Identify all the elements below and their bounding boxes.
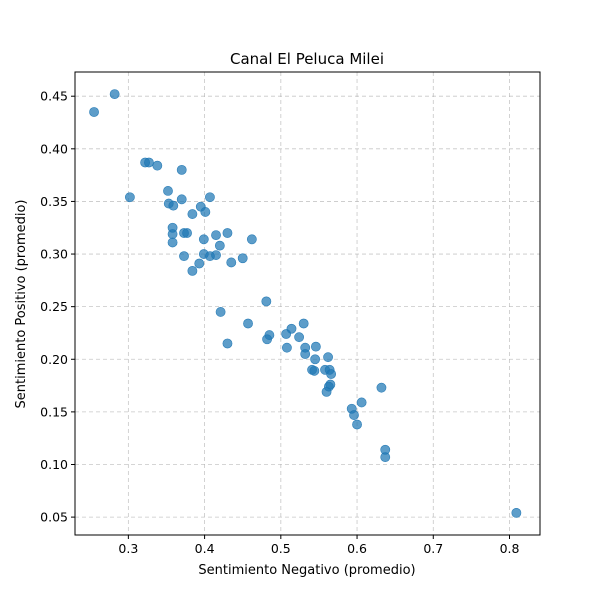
scatter-point <box>286 323 297 334</box>
x-tick-label: 0.5 <box>271 541 291 556</box>
scatter-point <box>237 253 248 264</box>
scatter-point <box>187 265 198 276</box>
y-axis-ticks: 0.05 0.10 0.15 0.20 0.25 0.30 0.35 0.40 0.45 <box>40 89 75 525</box>
scatter-point <box>152 160 163 171</box>
scatter-point <box>282 342 292 353</box>
scatter-point <box>349 410 359 420</box>
scatter-point <box>325 379 336 390</box>
y-tick-label: 0.10 <box>40 457 68 472</box>
scatter-point <box>211 250 221 260</box>
scatter-point <box>298 318 309 329</box>
scatter-point <box>200 207 211 217</box>
scatter-point <box>109 89 120 99</box>
scatter-point <box>294 332 305 343</box>
grid-lines <box>75 72 540 535</box>
scatter-point <box>310 341 321 352</box>
scatter-point <box>215 307 226 317</box>
scatter-point <box>511 508 522 518</box>
scatter-point <box>376 382 387 393</box>
x-tick-label: 0.6 <box>347 541 367 556</box>
data-points <box>89 89 522 518</box>
chart-title: Canal El Peluca Milei <box>230 50 384 68</box>
scatter-point <box>163 186 173 196</box>
scatter-point <box>323 352 333 363</box>
scatter-point <box>226 257 237 268</box>
y-tick-label: 0.20 <box>40 352 68 367</box>
scatter-point <box>264 330 275 340</box>
scatter-point <box>194 258 205 269</box>
scatter-point <box>198 234 209 245</box>
x-axis-label: Sentimiento Negativo (promedio) <box>198 563 415 578</box>
plot-frame <box>74 71 541 536</box>
x-tick-label: 0.7 <box>423 541 443 556</box>
scatter-point <box>356 397 367 408</box>
scatter-point <box>214 240 225 251</box>
scatter-point <box>176 164 187 175</box>
y-tick-label: 0.40 <box>40 141 68 156</box>
scatter-point <box>168 200 179 211</box>
x-axis-ticks: 0.3 0.4 0.5 0.6 0.7 0.8 <box>118 535 519 556</box>
y-axis-label: Sentimiento Positivo (promedio) <box>14 200 29 409</box>
scatter-point <box>182 228 192 238</box>
scatter-point <box>222 228 233 238</box>
y-tick-label: 0.45 <box>40 89 68 104</box>
scatter-point <box>300 349 311 359</box>
scatter-point <box>352 419 362 430</box>
scatter-point <box>187 209 198 219</box>
scatter-point <box>144 157 154 168</box>
scatter-point <box>310 354 321 365</box>
x-tick-label: 0.3 <box>118 541 138 556</box>
scatter-point <box>89 107 99 117</box>
scatter-point <box>243 318 253 329</box>
scatter-point <box>246 234 257 245</box>
scatter-point <box>205 192 215 203</box>
y-tick-label: 0.15 <box>40 404 68 419</box>
y-tick-label: 0.05 <box>40 510 68 525</box>
x-tick-label: 0.4 <box>195 541 215 556</box>
scatter-point <box>179 251 189 262</box>
scatter-point <box>211 230 221 241</box>
scatter-point <box>380 452 391 463</box>
y-tick-label: 0.35 <box>40 194 68 209</box>
scatter-point <box>326 369 337 379</box>
scatter-point <box>176 194 187 205</box>
scatter-point <box>309 365 320 376</box>
scatter-point <box>261 296 272 307</box>
y-tick-label: 0.25 <box>40 299 68 314</box>
scatter-point <box>222 338 233 349</box>
scatter-point <box>124 192 135 203</box>
y-tick-label: 0.30 <box>40 247 68 262</box>
x-tick-label: 0.8 <box>500 541 520 556</box>
scatter-point <box>167 229 178 239</box>
scatter-point <box>167 237 178 248</box>
